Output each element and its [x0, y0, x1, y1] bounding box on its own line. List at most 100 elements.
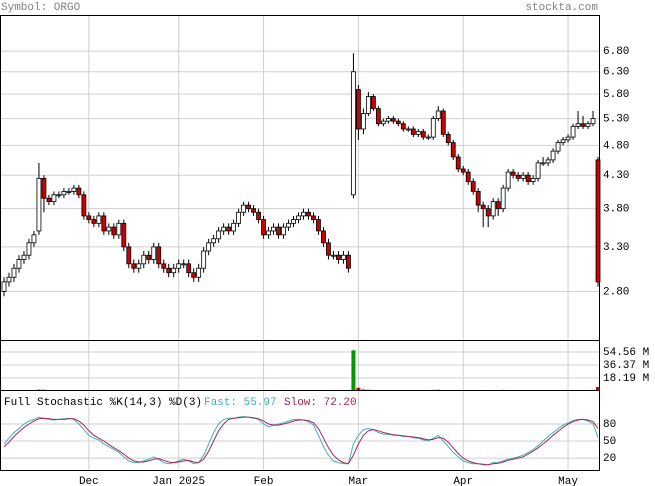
candle-body [171, 267, 177, 274]
y-tick-label: 36.37 M [603, 360, 649, 372]
y-tick-label: 3.30 [603, 242, 629, 254]
candle-body [6, 276, 12, 283]
candle-body [136, 263, 142, 269]
stochastic-title: Full Stochastic %K(14,3) %D(3) [4, 397, 202, 409]
candle-body [121, 222, 127, 248]
candle-body [261, 219, 266, 236]
candle-body [296, 215, 301, 220]
candle-body [485, 208, 491, 217]
candle-body [256, 211, 261, 220]
candle-body [505, 171, 511, 189]
candle-body [71, 187, 77, 192]
candle-body [221, 226, 227, 232]
candle-body [211, 238, 217, 244]
volume-bar [356, 387, 361, 391]
candle-body [151, 246, 157, 260]
candle-body [266, 230, 271, 236]
candle-body [156, 246, 162, 265]
candle-body [86, 215, 92, 220]
candle-body [480, 204, 486, 210]
candle-body [336, 254, 341, 260]
candle-body [430, 118, 436, 138]
candle-body [131, 263, 137, 269]
candle-body [415, 131, 421, 135]
candle-body [166, 267, 172, 274]
candle-body [226, 226, 232, 232]
candle-body [346, 254, 351, 269]
candle-body [246, 204, 251, 210]
candle-body [26, 242, 32, 256]
y-tick-label: 6.80 [603, 46, 629, 58]
candle-body [126, 246, 132, 265]
candle-body [116, 222, 122, 236]
y-tick-label: 5.30 [603, 113, 629, 125]
mark-layer [1, 53, 601, 466]
candle-body [236, 211, 242, 224]
stochastic-panel-frame [0, 390, 600, 471]
y-tick-label: 18.19 M [603, 373, 649, 385]
candle-body [450, 142, 456, 158]
candle-body [191, 272, 197, 278]
candle-body [216, 230, 222, 240]
candle-body [585, 123, 591, 127]
candle-body [375, 108, 381, 125]
candle-body [565, 136, 571, 141]
candle-body [530, 177, 536, 182]
candle-body [91, 219, 97, 224]
candle-body [550, 150, 556, 161]
candle-body [475, 191, 481, 206]
candle-body [470, 181, 476, 192]
candle-body [251, 208, 256, 213]
candle-body [311, 215, 316, 220]
candle-body [495, 201, 501, 210]
candle-body [356, 89, 361, 130]
stochastic-line [3, 416, 599, 466]
volume-bar [596, 387, 600, 391]
legend-entry: Slow: 72.20 [284, 397, 357, 409]
candle-body [196, 267, 202, 278]
candle-body [580, 123, 586, 127]
source-label: stockta.com [525, 2, 598, 14]
candle-body [161, 263, 167, 269]
y-tick-label: 2.80 [603, 286, 629, 298]
candle-body [36, 177, 42, 232]
candle-body [341, 254, 346, 260]
candle-body [435, 110, 441, 119]
candle-body [360, 113, 366, 130]
candle-body [440, 110, 446, 135]
candle-body [575, 123, 581, 127]
candle-body [11, 267, 17, 278]
candle-body [525, 174, 531, 182]
x-tick-label: Dec [79, 476, 99, 486]
y-tick-label: 4.30 [603, 170, 629, 182]
x-tick-label: May [558, 476, 578, 486]
candle-body [56, 194, 62, 197]
candle-body [66, 191, 72, 193]
candle-body [385, 118, 391, 122]
candle-body [545, 159, 551, 164]
candle-body [146, 254, 152, 260]
candle-body [106, 226, 112, 232]
candle-body [96, 215, 102, 224]
candle-body [46, 197, 52, 203]
candle-body [286, 222, 291, 228]
candle-body [351, 71, 356, 196]
candle-body [535, 162, 541, 179]
candle-body [181, 263, 187, 266]
y-tick-label: 20 [603, 453, 616, 465]
candle-body [81, 194, 87, 217]
candle-body [395, 120, 401, 125]
candle-body [101, 215, 107, 232]
candle-body [590, 118, 596, 125]
y-tick-label: 50 [603, 436, 616, 448]
candle-body [515, 174, 521, 179]
candle-body [555, 142, 561, 152]
candle-body [455, 156, 461, 170]
y-tick-label: 80 [603, 419, 616, 431]
candle-body [445, 133, 451, 143]
x-tick-label: Jan 2025 [152, 476, 205, 486]
candle-body [405, 128, 411, 131]
candle-body [380, 120, 386, 125]
candle-body [41, 177, 47, 199]
